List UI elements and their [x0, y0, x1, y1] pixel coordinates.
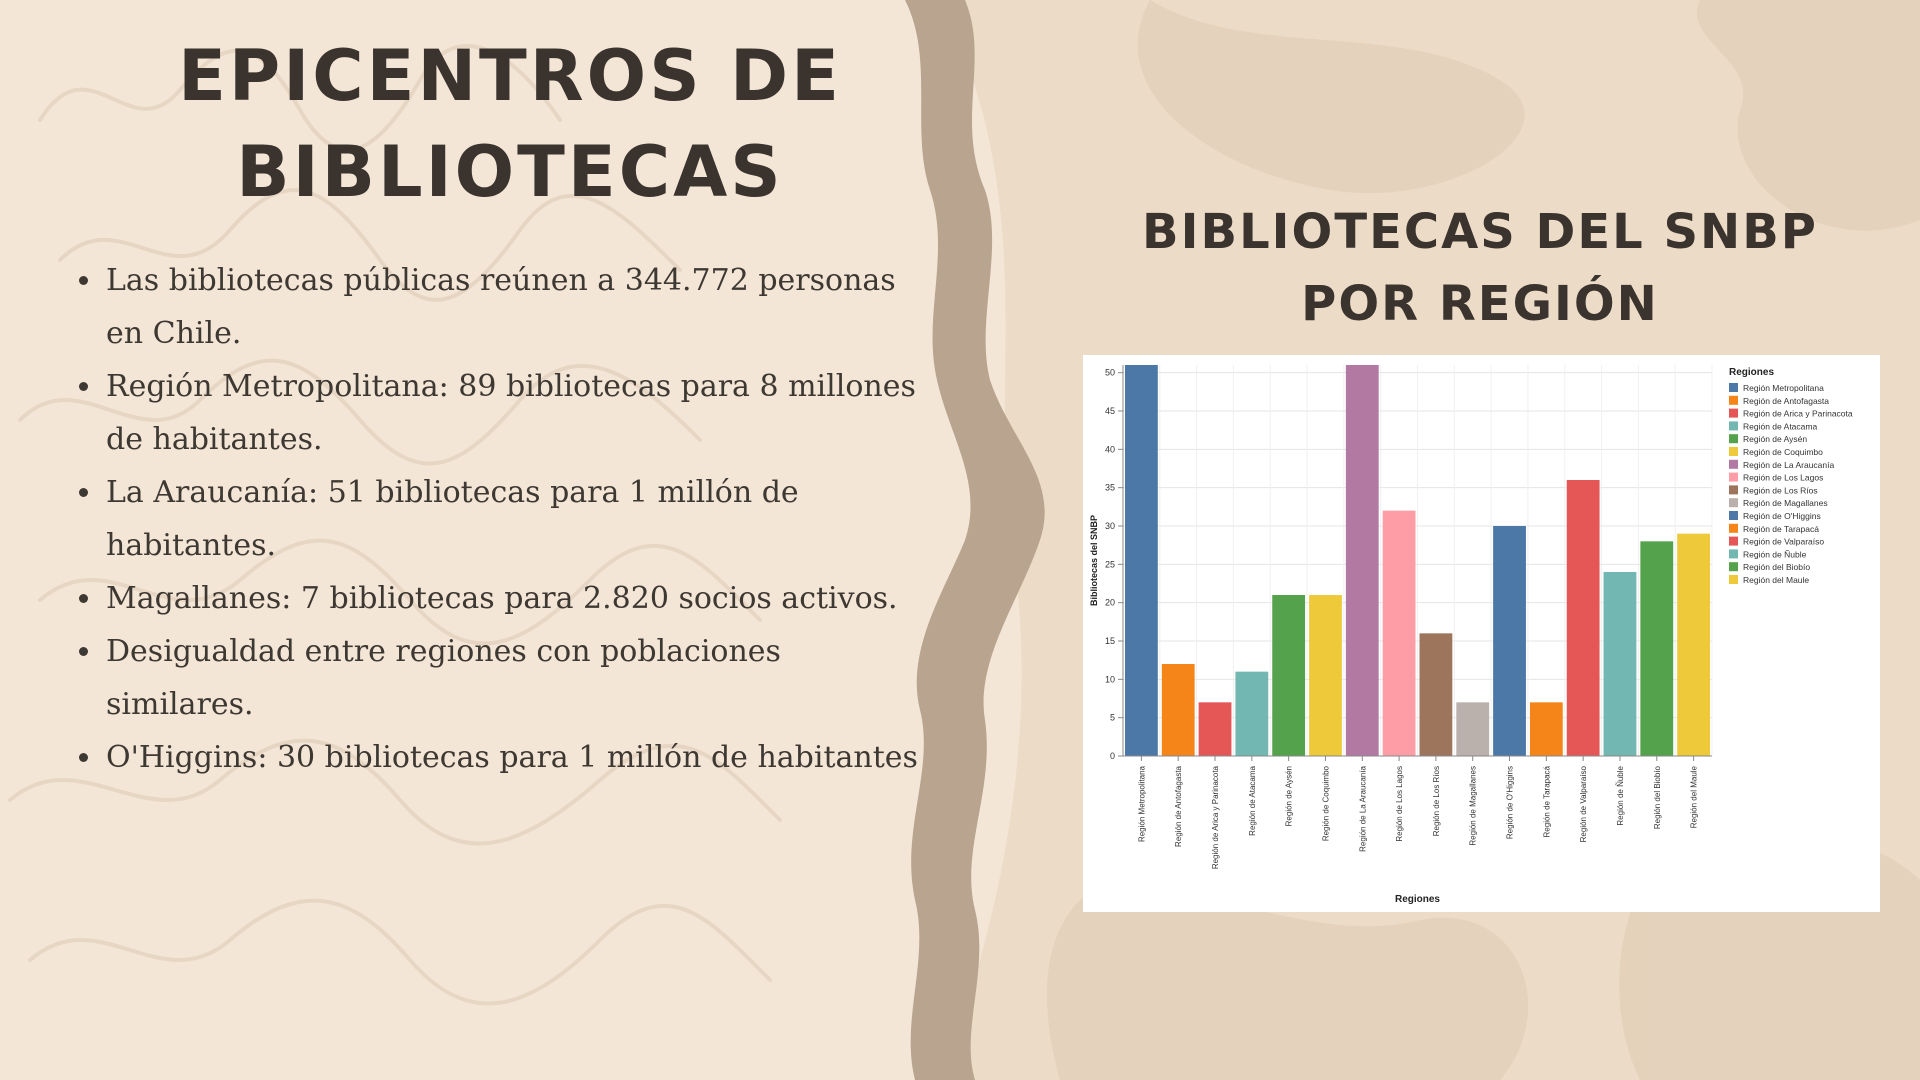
- y-tick-label: 35: [1105, 483, 1115, 493]
- bar: [1419, 633, 1453, 756]
- x-tick-label: Región Metropolitana: [1137, 765, 1146, 842]
- x-tick-label: Región de La Araucanía: [1358, 765, 1367, 851]
- bullet-item: Magallanes: 7 bibliotecas para 2.820 soc…: [104, 572, 924, 625]
- bar: [1640, 541, 1674, 756]
- bar: [1272, 595, 1306, 756]
- x-axis-title: Regiones: [1395, 894, 1440, 905]
- handwriting-watermark: [8, 44, 782, 1006]
- legend-swatch: [1729, 459, 1738, 469]
- bullet-item: O'Higgins: 30 bibliotecas para 1 millón …: [104, 731, 924, 784]
- y-tick-label: 20: [1105, 598, 1115, 608]
- y-tick-label: 25: [1105, 559, 1115, 569]
- bar: [1677, 533, 1710, 756]
- x-tick-label: Región de O'Higgins: [1506, 766, 1515, 839]
- chart-card: 0 5 10 15 20 25 30 35 40 45 50 Región Metropolitana…: [1083, 355, 1880, 912]
- y-tick-label: 15: [1105, 636, 1115, 646]
- x-tick-label: Región de Ñuble: [1616, 765, 1625, 825]
- x-tick-label: Región de Coquimbo: [1321, 765, 1330, 841]
- y-tick-label: 45: [1105, 406, 1115, 416]
- y-tick-label: 10: [1105, 674, 1115, 684]
- legend-label: Región de Los Ríos: [1743, 485, 1818, 495]
- x-tick-label: Región de Los Ríos: [1432, 766, 1441, 836]
- bar: [1382, 510, 1416, 756]
- bar: [1493, 526, 1526, 756]
- legend-swatch: [1729, 536, 1738, 546]
- legend-label: Región de Los Lagos: [1743, 473, 1823, 483]
- legend-label: Región de Coquimbo: [1743, 447, 1823, 457]
- slide-title: EPICENTROS DE BIBLIOTECAS: [178, 35, 842, 213]
- y-tick-label: 30: [1105, 521, 1115, 531]
- x-tick-label: Región de Antofagasta: [1174, 765, 1183, 847]
- x-tick-label: Región del Maule: [1690, 765, 1699, 828]
- legend-label: Región de Antofagasta: [1743, 396, 1829, 406]
- legend-label: Región del Biobío: [1743, 562, 1810, 572]
- bar: [1603, 572, 1637, 756]
- legend-swatch: [1729, 395, 1738, 405]
- legend-label: Región de Arica y Parinacota: [1743, 409, 1853, 419]
- legend-swatch: [1729, 447, 1738, 456]
- bullet-item: Región Metropolitana: 89 bibliotecas par…: [104, 360, 924, 466]
- legend-label: Región de La Araucanía: [1743, 460, 1834, 470]
- legend-swatch: [1729, 434, 1738, 444]
- x-tick-label: Región del Biobío: [1653, 765, 1662, 829]
- y-tick-label: 5: [1110, 713, 1115, 723]
- bar: [1198, 702, 1232, 756]
- legend-swatch: [1729, 511, 1738, 520]
- y-axis-title: Bibliotecas del SNBP: [1089, 515, 1099, 606]
- legend-label: Región Metropolitana: [1743, 383, 1824, 393]
- legend-swatch: [1729, 485, 1738, 495]
- x-tick-label: Región de Aysén: [1285, 766, 1294, 826]
- chart-heading: BIBLIOTECAS DEL SNBP POR REGIÓN: [1142, 204, 1818, 332]
- legend-swatch: [1729, 498, 1738, 508]
- bullet-item: La Araucanía: 51 bibliotecas para 1 mill…: [104, 466, 924, 572]
- bar: [1456, 702, 1490, 756]
- bar: [1566, 480, 1600, 756]
- legend-label: Región de Magallanes: [1743, 498, 1828, 508]
- legend-label: Región de Aysén: [1743, 434, 1807, 444]
- legend-swatch: [1729, 575, 1738, 584]
- torn-paper-edge: [905, 0, 1045, 1080]
- x-tick-label: Región de Arica y Parinacota: [1211, 765, 1220, 869]
- bar: [1529, 702, 1563, 756]
- bullet-item: Desigualdad entre regiones con poblacion…: [104, 625, 924, 731]
- legend-label: Región de Atacama: [1743, 421, 1817, 431]
- bar: [1235, 671, 1269, 756]
- y-tick-label: 40: [1105, 444, 1115, 454]
- legend-swatch: [1729, 562, 1738, 572]
- bar: [1309, 595, 1342, 756]
- y-tick-label: 50: [1105, 368, 1115, 378]
- legend-title: Regiones: [1729, 367, 1774, 378]
- legend-label: Región de Ñuble: [1743, 549, 1807, 559]
- legend-swatch: [1729, 383, 1738, 392]
- legend-label: Región de Tarapacá: [1743, 524, 1819, 534]
- y-tick-label: 0: [1110, 751, 1115, 761]
- legend-swatch: [1729, 523, 1738, 533]
- bullet-list: Las bibliotecas públicas reúnen a 344.77…: [78, 254, 924, 784]
- legend-swatch: [1729, 408, 1738, 418]
- bar: [1345, 365, 1379, 756]
- legend-swatch: [1729, 549, 1738, 559]
- legend-label: Región de Valparaíso: [1743, 537, 1824, 547]
- bar: [1161, 664, 1195, 756]
- x-tick-label: Región de Tarapacá: [1542, 765, 1551, 837]
- legend-label: Región del Maule: [1743, 575, 1809, 585]
- bar-chart: 0 5 10 15 20 25 30 35 40 45 50 Región Metropolitana…: [1089, 365, 1853, 905]
- legend-label: Región de O'Higgins: [1743, 511, 1821, 521]
- bar: [1125, 365, 1158, 756]
- bullet-item: Las bibliotecas públicas reúnen a 344.77…: [104, 254, 924, 360]
- legend-swatch: [1729, 472, 1738, 482]
- x-tick-label: Región de Atacama: [1248, 765, 1257, 835]
- x-tick-label: Región de Magallanes: [1469, 766, 1478, 846]
- x-tick-label: Región de Valparaíso: [1579, 765, 1588, 842]
- x-tick-label: Región de Los Lagos: [1395, 766, 1404, 842]
- legend-swatch: [1729, 421, 1738, 431]
